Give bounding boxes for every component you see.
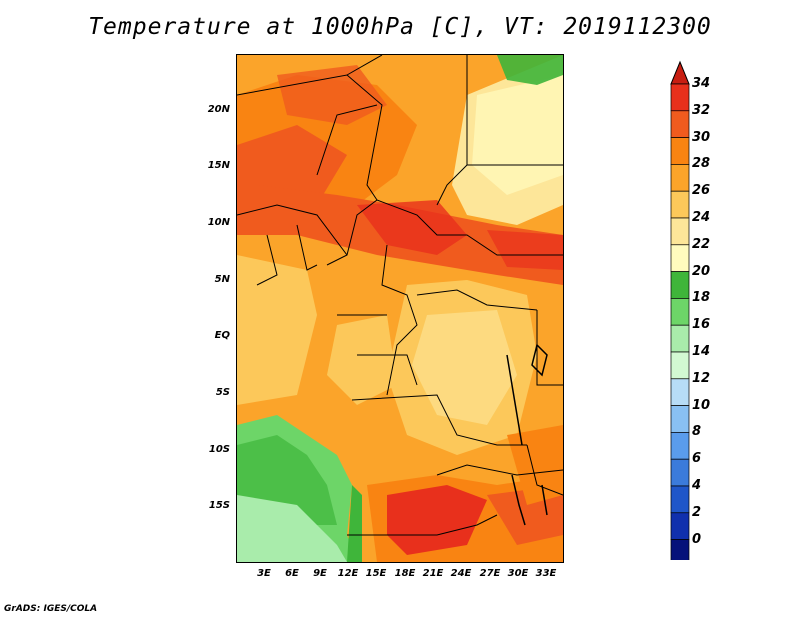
credit-text: GrADS: IGES/COLA [4,604,98,614]
lon-label: 18E [394,568,416,579]
colorbar-label: 32 [692,102,711,118]
colorbar-label: 20 [692,263,711,279]
colorbar-label: 16 [692,317,711,333]
lon-label: 6E [285,568,299,579]
colorbar-label: 30 [692,129,711,145]
temperature-field [237,55,563,562]
colorbar-swatch [670,512,690,540]
colorbar-swatch [670,485,690,514]
colorbar-label: 14 [692,344,711,359]
colorbar-label: 18 [692,290,711,306]
lon-label: 24E [450,568,472,579]
lat-label: 5S [215,387,230,398]
lon-label: 9E [313,568,327,579]
lon-label: 33E [535,568,557,579]
colorbar-swatch [670,137,690,165]
lat-label: 10S [208,444,230,455]
colorbar-swatch [670,324,690,353]
chart-title: Temperature at 1000hPa [C], VT: 20191123… [88,14,712,40]
lat-label: 15N [207,160,230,171]
lat-label: 20N [207,104,230,115]
colorbar [670,60,690,560]
colorbar-label: 12 [692,370,711,386]
lon-label: 27E [479,568,501,579]
colorbar-label: 34 [692,76,711,91]
colorbar-swatch [670,217,690,246]
lat-label: EQ [214,330,230,341]
lon-label: 30E [507,568,529,579]
lat-label: 15S [208,500,230,511]
colorbar-swatch [670,539,690,560]
colorbar-swatch [670,378,690,406]
colorbar-swatch [670,432,690,460]
lat-label: 10N [207,217,230,228]
temperature-map [236,54,564,563]
lon-label: 15E [365,568,387,579]
lon-label: 21E [422,568,444,579]
colorbar-label: 8 [692,424,702,440]
colorbar-top-arrow [670,60,690,85]
colorbar-label: 6 [692,451,702,467]
colorbar-swatch [670,351,690,380]
colorbar-swatch [670,458,690,487]
colorbar-swatch [670,244,690,272]
colorbar-swatch [670,190,690,219]
colorbar-label: 4 [692,478,702,493]
colorbar-label: 10 [692,397,711,413]
colorbar-swatch [670,271,690,299]
colorbar-label: 22 [692,236,711,252]
colorbar-label: 28 [692,156,711,172]
colorbar-swatch [670,298,690,326]
colorbar-label: 26 [692,183,711,199]
lon-label: 12E [337,568,359,579]
colorbar-swatch [670,83,690,112]
lat-label: 5N [214,274,230,285]
colorbar-label: 24 [692,210,711,225]
colorbar-swatch [670,164,690,192]
colorbar-label: 2 [692,504,702,520]
colorbar-label: 0 [692,531,702,547]
colorbar-swatch [670,405,690,433]
colorbar-swatch [670,110,690,138]
lon-label: 3E [257,568,271,579]
